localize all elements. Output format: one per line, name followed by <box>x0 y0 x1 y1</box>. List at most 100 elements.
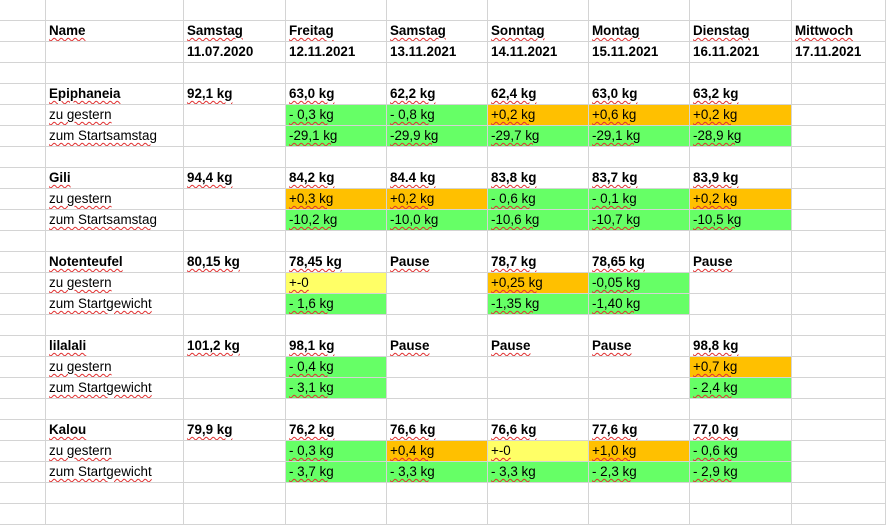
empty-cell[interactable] <box>488 63 589 84</box>
diff-cell[interactable] <box>387 357 488 378</box>
empty-cell[interactable] <box>387 315 488 336</box>
weight-cell[interactable] <box>792 84 886 105</box>
empty-cell[interactable] <box>184 399 286 420</box>
header-day-cell[interactable]: Mittwoch <box>792 21 886 42</box>
empty-cell[interactable] <box>0 504 46 525</box>
weight-cell[interactable]: 94,4 kg <box>184 168 286 189</box>
total-cell[interactable]: - 2,4 kg <box>690 378 792 399</box>
weight-cell[interactable]: 83,9 kg <box>690 168 792 189</box>
weight-cell[interactable]: 63,0 kg <box>286 84 387 105</box>
empty-cell[interactable] <box>589 0 690 21</box>
weight-cell[interactable]: 78,45 kg <box>286 252 387 273</box>
empty-cell[interactable] <box>589 315 690 336</box>
empty-cell[interactable] <box>0 462 46 483</box>
empty-cell[interactable] <box>387 483 488 504</box>
weight-cell[interactable]: 76,2 kg <box>286 420 387 441</box>
total-cell[interactable]: -29,9 kg <box>387 126 488 147</box>
total-cell[interactable] <box>387 294 488 315</box>
weight-cell[interactable]: 98,1 kg <box>286 336 387 357</box>
weight-cell[interactable] <box>792 252 886 273</box>
empty-cell[interactable] <box>0 0 46 21</box>
header-name-cell-2[interactable] <box>46 42 184 63</box>
diff-cell[interactable] <box>589 357 690 378</box>
total-cell[interactable] <box>184 462 286 483</box>
empty-cell[interactable] <box>792 63 886 84</box>
diff-label-cell[interactable]: zu gestern <box>46 357 184 378</box>
empty-cell[interactable] <box>589 399 690 420</box>
person-name-cell[interactable]: Gili <box>46 168 184 189</box>
empty-cell[interactable] <box>0 189 46 210</box>
diff-cell[interactable]: - 0,3 kg <box>286 105 387 126</box>
diff-label-cell[interactable]: zu gestern <box>46 441 184 462</box>
empty-cell[interactable] <box>387 399 488 420</box>
empty-cell[interactable] <box>387 231 488 252</box>
empty-cell[interactable] <box>0 294 46 315</box>
empty-cell[interactable] <box>387 504 488 525</box>
empty-cell[interactable] <box>0 147 46 168</box>
total-cell[interactable] <box>387 378 488 399</box>
weight-cell[interactable]: 78,65 kg <box>589 252 690 273</box>
header-day-cell[interactable]: Samstag <box>387 21 488 42</box>
diff-cell[interactable]: +1,0 kg <box>589 441 690 462</box>
diff-cell[interactable] <box>184 105 286 126</box>
empty-cell[interactable] <box>0 168 46 189</box>
diff-cell[interactable]: - 0,6 kg <box>690 441 792 462</box>
diff-cell[interactable] <box>792 357 886 378</box>
weight-cell[interactable] <box>792 336 886 357</box>
weight-cell[interactable] <box>792 168 886 189</box>
weight-cell[interactable]: Pause <box>690 252 792 273</box>
weight-cell[interactable]: 98,8 kg <box>690 336 792 357</box>
header-date-cell[interactable]: 11.07.2020 <box>184 42 286 63</box>
empty-cell[interactable] <box>589 504 690 525</box>
header-day-cell[interactable]: Dienstag <box>690 21 792 42</box>
header-day-cell[interactable]: Sonntag <box>488 21 589 42</box>
empty-cell[interactable] <box>286 147 387 168</box>
total-cell[interactable]: -10,6 kg <box>488 210 589 231</box>
empty-cell[interactable] <box>286 315 387 336</box>
total-cell[interactable]: -28,9 kg <box>690 126 792 147</box>
total-label-cell[interactable]: zum Startsamstag <box>46 126 184 147</box>
weight-cell[interactable]: 83,7 kg <box>589 168 690 189</box>
empty-cell[interactable] <box>589 483 690 504</box>
diff-cell[interactable] <box>184 357 286 378</box>
diff-cell[interactable]: +0,25 kg <box>488 273 589 294</box>
empty-cell[interactable] <box>46 504 184 525</box>
empty-cell[interactable] <box>0 399 46 420</box>
empty-cell[interactable] <box>46 315 184 336</box>
header-date-cell[interactable]: 17.11.2021 <box>792 42 886 63</box>
header-date-cell[interactable]: 15.11.2021 <box>589 42 690 63</box>
total-cell[interactable]: -10,7 kg <box>589 210 690 231</box>
empty-cell[interactable] <box>0 378 46 399</box>
weight-cell[interactable]: Pause <box>589 336 690 357</box>
total-cell[interactable]: - 3,1 kg <box>286 378 387 399</box>
total-cell[interactable] <box>184 126 286 147</box>
diff-cell[interactable]: -0,05 kg <box>589 273 690 294</box>
empty-cell[interactable] <box>690 483 792 504</box>
total-cell[interactable]: - 2,9 kg <box>690 462 792 483</box>
diff-cell[interactable]: - 0,6 kg <box>488 189 589 210</box>
empty-cell[interactable] <box>0 336 46 357</box>
empty-cell[interactable] <box>0 84 46 105</box>
diff-cell[interactable]: - 0,4 kg <box>286 357 387 378</box>
total-label-cell[interactable]: zum Startgewicht <box>46 378 184 399</box>
empty-cell[interactable] <box>0 21 46 42</box>
empty-cell[interactable] <box>286 63 387 84</box>
weight-cell[interactable]: Pause <box>387 336 488 357</box>
empty-cell[interactable] <box>792 231 886 252</box>
empty-cell[interactable] <box>46 0 184 21</box>
diff-cell[interactable] <box>387 273 488 294</box>
empty-cell[interactable] <box>488 315 589 336</box>
weight-cell[interactable] <box>792 420 886 441</box>
total-cell[interactable]: -1,40 kg <box>589 294 690 315</box>
empty-cell[interactable] <box>0 273 46 294</box>
diff-cell[interactable] <box>690 273 792 294</box>
diff-cell[interactable]: +0,2 kg <box>690 105 792 126</box>
empty-cell[interactable] <box>589 231 690 252</box>
empty-cell[interactable] <box>387 147 488 168</box>
empty-cell[interactable] <box>488 399 589 420</box>
total-cell[interactable] <box>690 294 792 315</box>
empty-cell[interactable] <box>0 441 46 462</box>
empty-cell[interactable] <box>488 483 589 504</box>
empty-cell[interactable] <box>488 231 589 252</box>
weight-cell[interactable]: 62,4 kg <box>488 84 589 105</box>
